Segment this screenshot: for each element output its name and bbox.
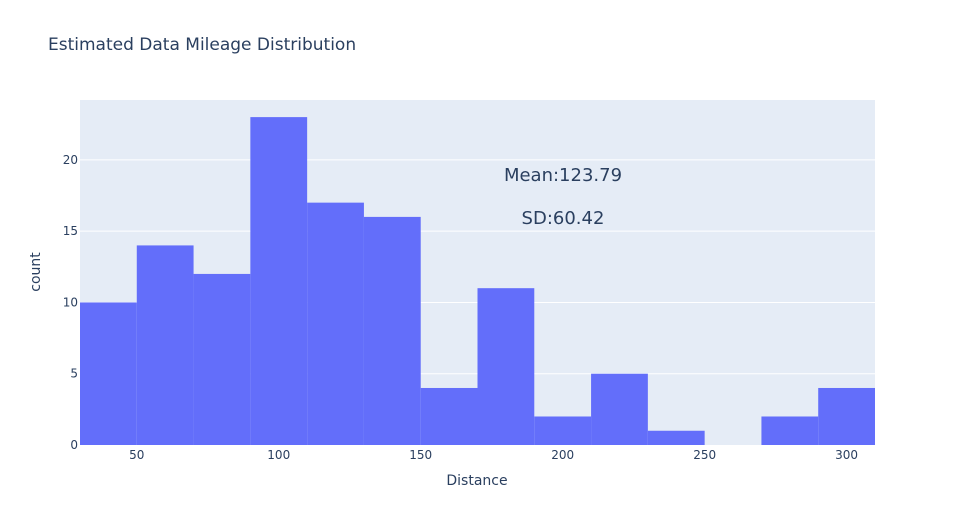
x-tick-label: 100 xyxy=(267,448,290,462)
x-tick-label: 50 xyxy=(129,448,144,462)
histogram-bar xyxy=(307,202,364,445)
y-tick-label: 15 xyxy=(63,224,78,238)
histogram-bars xyxy=(80,117,875,446)
histogram-bar xyxy=(647,430,705,445)
x-tick-labels: 50 100 150 200 250 300 xyxy=(129,448,858,462)
histogram-bar xyxy=(534,416,592,445)
histogram-bar xyxy=(250,117,308,446)
sd-annotation: SD:60.42 xyxy=(522,208,605,229)
y-tick-labels: 0 5 10 15 20 xyxy=(63,153,78,452)
histogram-bar xyxy=(420,387,478,445)
x-tick-label: 250 xyxy=(693,448,716,462)
x-tick-label: 200 xyxy=(551,448,574,462)
x-tick-label: 300 xyxy=(835,448,858,462)
histogram-bar xyxy=(80,302,137,445)
x-tick-label: 150 xyxy=(409,448,432,462)
histogram-bar xyxy=(591,373,648,445)
mean-annotation: Mean:123.79 xyxy=(504,165,622,186)
y-tick-label: 5 xyxy=(70,367,78,381)
y-tick-label: 10 xyxy=(63,295,78,309)
histogram-bar xyxy=(761,416,819,445)
y-tick-label: 0 xyxy=(70,438,78,452)
histogram-bar xyxy=(193,273,251,445)
histogram-bar xyxy=(136,245,194,445)
histogram-bar xyxy=(477,288,535,445)
y-axis-title: count xyxy=(28,252,44,292)
chart-title: Estimated Data Mileage Distribution xyxy=(48,35,356,55)
x-axis-title: Distance xyxy=(446,473,507,489)
histogram-bar xyxy=(818,387,875,445)
histogram-bar xyxy=(363,216,421,445)
y-tick-label: 20 xyxy=(63,153,78,167)
